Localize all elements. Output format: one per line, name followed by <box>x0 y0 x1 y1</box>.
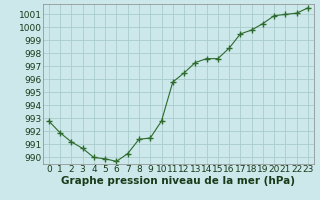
X-axis label: Graphe pression niveau de la mer (hPa): Graphe pression niveau de la mer (hPa) <box>61 176 295 186</box>
